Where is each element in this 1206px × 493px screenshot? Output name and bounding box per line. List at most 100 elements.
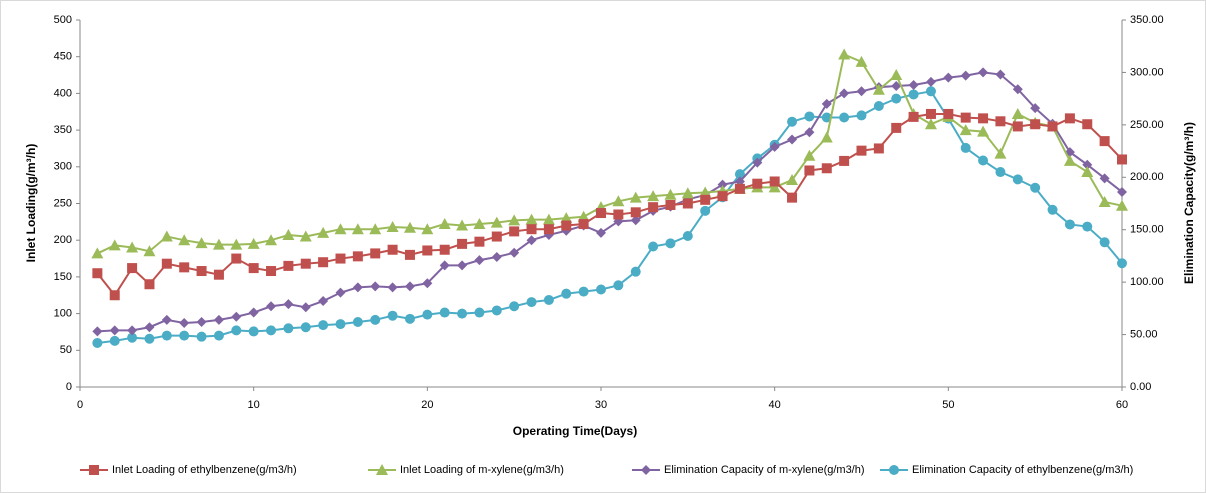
marker [334,223,347,235]
marker [1082,221,1093,232]
marker [577,210,590,222]
marker [1047,121,1058,132]
marker [925,86,936,97]
marker [265,234,278,246]
marker [1117,154,1127,165]
marker [457,308,468,319]
y-tick-label: 50 [60,344,72,356]
marker [386,220,399,232]
marker [543,224,554,235]
marker [561,220,572,231]
marker [231,311,242,322]
marker [769,176,780,187]
marker [161,258,172,269]
legend-label: Inlet Loading of m-xylene(g/m3/h) [400,464,564,476]
marker [613,209,624,220]
marker [403,221,416,233]
marker [318,320,329,331]
marker [1011,107,1024,119]
marker [352,316,363,327]
marker [1012,84,1023,95]
marker [318,296,329,307]
marker [196,331,207,342]
marker [838,48,851,60]
marker [648,202,659,213]
marker [1117,258,1127,269]
marker [717,191,728,202]
y2-tick-label: 150.00 [1130,224,1164,236]
y2-tick-label: 250.00 [1130,119,1164,131]
marker [804,165,815,176]
marker [717,179,728,190]
marker [179,330,190,341]
marker [925,108,936,119]
marker [196,316,207,327]
marker [908,80,919,91]
marker [648,241,659,252]
marker [943,72,954,83]
marker [839,88,850,99]
marker [335,319,346,330]
marker [160,230,173,242]
marker [283,299,294,310]
marker [109,290,120,301]
marker [526,297,537,308]
marker [596,208,606,219]
marker [282,229,295,241]
marker [1099,237,1110,248]
marker [109,325,120,336]
marker [421,223,434,235]
marker [179,262,190,273]
marker [613,280,624,291]
marker [994,147,1007,159]
marker [213,314,224,325]
marker [491,305,502,316]
y2-tick-label: 350.00 [1130,14,1164,26]
marker [890,69,903,81]
marker [144,333,155,344]
marker [1064,113,1075,124]
marker [561,288,572,299]
marker [995,69,1006,80]
marker [509,247,520,258]
marker [109,335,120,346]
y-tick-label: 200 [54,234,72,246]
marker [1099,136,1110,147]
marker [1098,196,1111,208]
marker [839,155,850,166]
marker [370,314,381,325]
marker [925,76,936,87]
marker [681,187,694,199]
marker [509,226,520,237]
y-tick-label: 300 [54,161,72,173]
marker [804,127,815,138]
marker [387,282,398,293]
marker [387,310,398,321]
x-tick-label: 20 [421,399,433,411]
marker [248,263,259,274]
marker [526,224,537,235]
marker [370,281,381,292]
marker [612,195,625,207]
marker [839,112,850,123]
marker [491,231,502,242]
marker [596,227,606,238]
marker [1012,121,1023,132]
x-tick-label: 30 [595,399,607,411]
marker [787,192,798,203]
marker [525,213,538,225]
marker [335,253,346,264]
marker [91,247,104,259]
marker [873,100,884,111]
marker [369,223,382,235]
marker [422,278,433,289]
marker [891,122,902,133]
marker [161,314,172,325]
marker [474,307,485,318]
marker [376,464,388,475]
marker [908,89,919,100]
marker [144,322,155,333]
marker [786,174,799,186]
marker [856,110,867,121]
